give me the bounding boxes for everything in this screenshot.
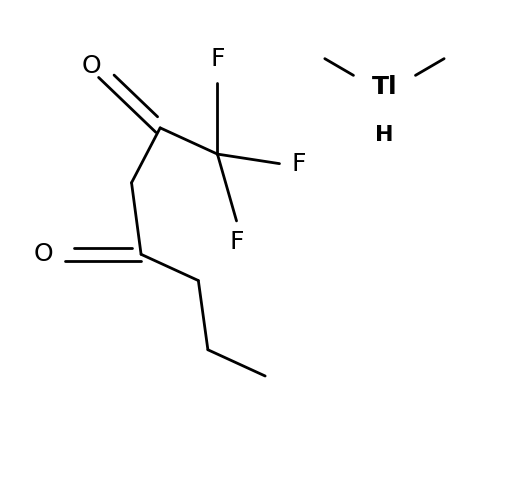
Text: O: O [81,54,101,78]
Text: Tl: Tl [372,75,397,99]
Text: O: O [33,242,53,266]
Text: F: F [292,152,306,176]
Text: F: F [210,47,224,71]
Text: H: H [375,125,394,145]
Text: F: F [229,230,244,254]
